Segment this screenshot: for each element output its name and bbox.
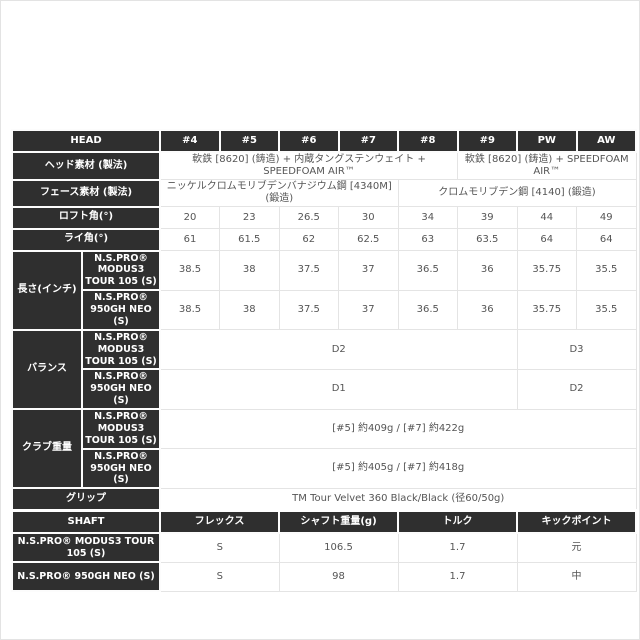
club-weight-shaft1-label: N.S.PRO® MODUS3 TOUR 105 (S) (81, 408, 161, 450)
column-header-4: #4 (159, 129, 221, 153)
shaft-row-950gh: N.S.PRO® 950GH NEO (S) S 98 1.7 中 (11, 561, 637, 593)
column-header-aw: AW (575, 129, 637, 153)
loft-value: 30 (338, 206, 399, 229)
shaft-column-torque: トルク (397, 508, 518, 535)
club-weight-shaft2-value: [#5] 約405g / [#7] 約418g (159, 448, 637, 489)
loft-value: 23 (219, 206, 280, 229)
shaft-column-kickpoint: キックポイント (516, 508, 637, 535)
lie-value: 63.5 (457, 228, 518, 251)
head-row-label: HEAD (11, 129, 161, 153)
lie-row: ライ角(°) 61 61.5 62 62.5 63 63.5 64 64 (11, 227, 637, 252)
grip-row: グリップ TM Tour Velvet 360 Black/Black (径60… (11, 487, 637, 512)
balance-shaft1-label: N.S.PRO® MODUS3 TOUR 105 (S) (81, 328, 161, 371)
length-value: 36 (457, 250, 518, 291)
column-header-8: #8 (397, 129, 459, 153)
length-value: 35.75 (516, 250, 577, 291)
club-weight-row-950gh: N.S.PRO® 950GH NEO (S) [#5] 約405g / [#7]… (12, 447, 637, 490)
length-shaft2-label: N.S.PRO® 950GH NEO (S) (81, 289, 161, 331)
head-material-label: ヘッド素材 (製法) (11, 151, 161, 181)
grip-label: グリップ (11, 487, 161, 512)
shaft-section-label: SHAFT (11, 508, 161, 535)
loft-value: 49 (576, 206, 637, 229)
loft-label: ロフト角(°) (11, 205, 161, 230)
lie-value: 61.5 (219, 228, 280, 251)
column-header-9: #9 (456, 129, 518, 153)
length-row-modus3: 長さ(インチ) N.S.PRO® MODUS3 TOUR 105 (S) 38.… (11, 249, 637, 331)
column-header-pw: PW (516, 129, 578, 153)
length-value: 37 (338, 250, 399, 291)
column-header-5: #5 (218, 129, 280, 153)
length-value: 35.5 (576, 289, 637, 331)
club-weight-shaft1-value: [#5] 約409g / [#7] 約422g (159, 408, 637, 450)
length-value: 36.5 (397, 289, 458, 331)
length-shaft1-label: N.S.PRO® MODUS3 TOUR 105 (S) (81, 249, 161, 292)
lie-label: ライ角(°) (11, 227, 161, 252)
club-weight-row-modus3: クラブ重量 N.S.PRO® MODUS3 TOUR 105 (S) [#5] … (11, 407, 637, 490)
loft-value: 20 (159, 206, 220, 229)
face-material-short-irons: クロムモリブデン鋼 [4140] (鍛造) (397, 179, 637, 207)
shaft-row1-flex: S (159, 532, 280, 563)
lie-value: 62.5 (338, 228, 399, 251)
length-value: 35.5 (576, 250, 637, 291)
club-weight-shaft2-label: N.S.PRO® 950GH NEO (S) (81, 447, 161, 490)
balance-shaft2-wedges: D2 (516, 368, 637, 410)
balance-row-950gh: N.S.PRO® 950GH NEO (S) D1 D2 (12, 368, 637, 410)
head-material-short-irons: 軟鉄 [8620] (鋳造) + SPEEDFOAM AIR™ (457, 151, 637, 180)
length-value: 37.5 (278, 289, 339, 331)
length-label: 長さ(インチ) (11, 249, 83, 331)
length-value: 38.5 (159, 250, 220, 291)
lie-value: 61 (159, 228, 220, 251)
shaft-column-flex: フレックス (159, 508, 280, 535)
length-value: 38 (219, 250, 280, 291)
length-value: 35.75 (516, 289, 577, 331)
head-material-row: ヘッド素材 (製法) 軟鉄 [8620] (鋳造) + 内蔵タングステンウェイト… (11, 151, 637, 181)
loft-row: ロフト角(°) 20 23 26.5 30 34 39 44 49 (11, 205, 637, 230)
column-header-7: #7 (337, 129, 399, 153)
loft-value: 39 (457, 206, 518, 229)
face-material-label: フェース素材 (製法) (11, 178, 161, 208)
shaft-row2-flex: S (159, 561, 280, 592)
lie-value: 64 (576, 228, 637, 251)
shaft-row1-kickpoint: 元 (516, 532, 637, 563)
loft-value: 26.5 (278, 206, 339, 229)
balance-shaft2-label: N.S.PRO® 950GH NEO (S) (81, 368, 161, 410)
head-material-long-irons: 軟鉄 [8620] (鋳造) + 内蔵タングステンウェイト + SPEEDFOA… (159, 151, 458, 180)
balance-shaft1-wedges: D3 (516, 329, 637, 370)
length-value: 36 (457, 289, 518, 331)
length-value: 38 (219, 289, 280, 331)
loft-value: 34 (397, 206, 458, 229)
balance-label: バランス (11, 328, 83, 411)
grip-value: TM Tour Velvet 360 Black/Black (径60/50g) (159, 487, 637, 511)
golf-iron-spec-table: HEAD #4 #5 #6 #7 #8 #9 PW AW ヘッド素材 (製法) … (11, 129, 637, 593)
shaft-row2-kickpoint: 中 (516, 561, 637, 592)
length-value: 37 (338, 289, 399, 331)
shaft-row1-label: N.S.PRO® MODUS3 TOUR 105 (S) (11, 532, 161, 564)
column-header-6: #6 (278, 129, 340, 153)
club-weight-label: クラブ重量 (11, 407, 83, 490)
shaft-header-row: SHAFT フレックス シャフト重量(g) トルク キックポイント (11, 508, 637, 535)
shaft-row2-weight: 98 (278, 561, 399, 592)
length-row-950gh: N.S.PRO® 950GH NEO (S) 38.5 38 37.5 37 3… (12, 289, 637, 331)
shaft-row1-weight: 106.5 (278, 532, 399, 563)
balance-shaft2-main: D1 (159, 368, 518, 410)
lie-value: 63 (397, 228, 458, 251)
head-header-row: HEAD #4 #5 #6 #7 #8 #9 PW AW (11, 129, 637, 153)
shaft-row-modus3: N.S.PRO® MODUS3 TOUR 105 (S) S 106.5 1.7… (11, 532, 637, 564)
length-value: 38.5 (159, 289, 220, 331)
shaft-row2-label: N.S.PRO® 950GH NEO (S) (11, 561, 161, 593)
face-material-row: フェース素材 (製法) ニッケルクロムモリブデンバナジウム鋼 [4340M] (… (11, 178, 637, 208)
length-value: 36.5 (397, 250, 458, 291)
balance-shaft1-main: D2 (159, 329, 518, 370)
shaft-row1-torque: 1.7 (397, 532, 518, 563)
shaft-column-weight: シャフト重量(g) (278, 508, 399, 535)
length-value: 37.5 (278, 250, 339, 291)
lie-value: 64 (516, 228, 577, 251)
loft-value: 44 (516, 206, 577, 229)
face-material-long-irons: ニッケルクロムモリブデンバナジウム鋼 [4340M] (鍛造) (159, 179, 399, 207)
lie-value: 62 (278, 228, 339, 251)
balance-row-modus3: バランス N.S.PRO® MODUS3 TOUR 105 (S) D2 D3 (11, 328, 637, 411)
shaft-row2-torque: 1.7 (397, 561, 518, 592)
